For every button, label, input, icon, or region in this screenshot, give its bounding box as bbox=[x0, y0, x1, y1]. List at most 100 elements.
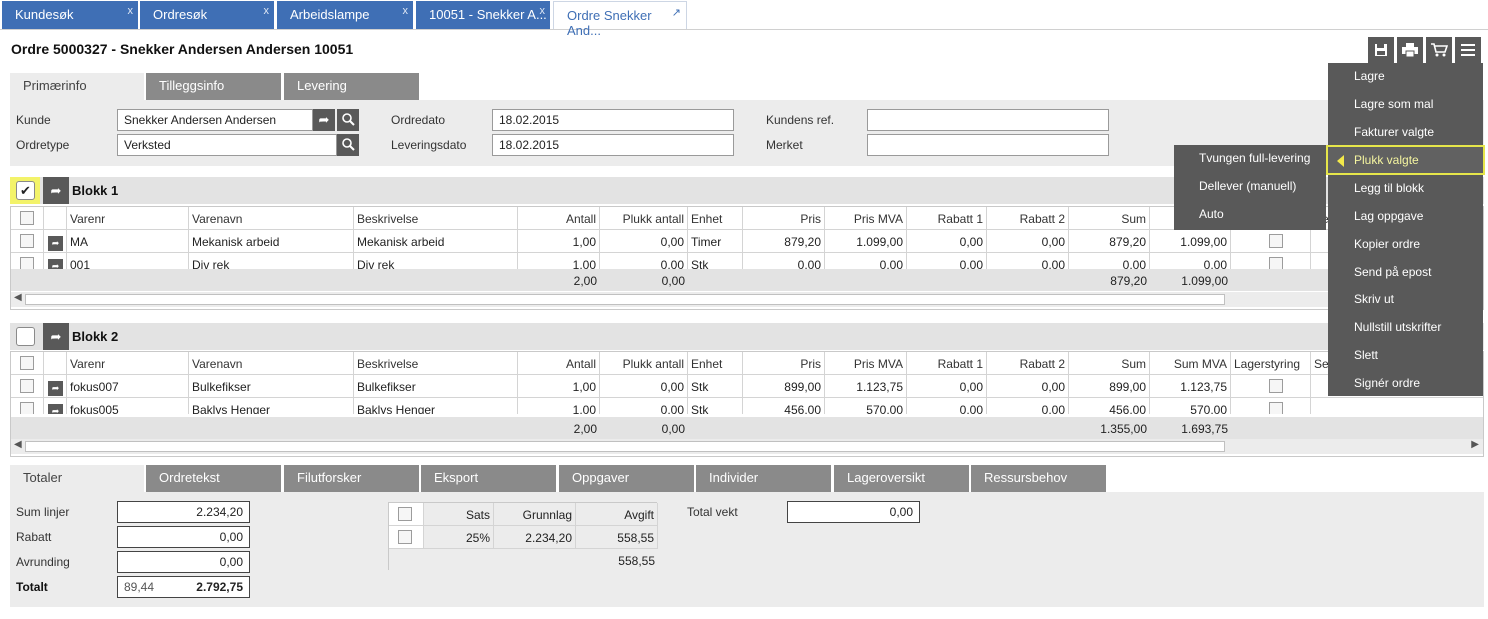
col-varenr[interactable]: Varenr bbox=[67, 207, 189, 230]
tab-primaerinfo[interactable]: Primærinfo bbox=[10, 73, 144, 101]
search-icon[interactable] bbox=[337, 109, 359, 131]
row-checkbox[interactable] bbox=[389, 526, 424, 549]
menu-item-legg-til-blokk[interactable]: Legg til blokk bbox=[1354, 181, 1425, 195]
cell-rabatt2[interactable]: 0,00 bbox=[987, 398, 1069, 414]
col-pris[interactable]: Pris bbox=[743, 207, 825, 230]
tab-lageroversikt[interactable]: Lageroversikt bbox=[834, 465, 969, 492]
lagerstyring-checkbox[interactable] bbox=[1231, 375, 1311, 398]
horizontal-scrollbar[interactable]: ◀ ▶ bbox=[11, 439, 1483, 454]
blokk1-checkbox[interactable]: ✔ bbox=[16, 181, 35, 200]
lagerstyring-checkbox[interactable] bbox=[1231, 398, 1311, 414]
col-enhet[interactable]: Enhet bbox=[688, 352, 743, 375]
col-rabatt2[interactable]: Rabatt 2 bbox=[987, 207, 1069, 230]
cell-varenr[interactable]: fokus005 bbox=[67, 398, 189, 414]
cell-beskrivelse[interactable]: Div rek bbox=[354, 253, 518, 269]
cell-antall[interactable]: 1,00 bbox=[518, 230, 600, 253]
menu-item-nullstill-utskrifter[interactable]: Nullstill utskrifter bbox=[1354, 320, 1442, 334]
select-all-checkbox[interactable] bbox=[11, 352, 44, 375]
move-arrow-icon[interactable]: ➦ bbox=[44, 230, 67, 253]
cell-plukk-antall[interactable]: 0,00 bbox=[600, 398, 688, 414]
col-rabatt1[interactable]: Rabatt 1 bbox=[907, 352, 987, 375]
cell-plukk-antall[interactable]: 0,00 bbox=[600, 253, 688, 269]
tab-kundesok[interactable]: Kundesøk x bbox=[2, 1, 138, 29]
cell-plukk-antall[interactable]: 0,00 bbox=[600, 375, 688, 398]
menu-item-lagre-som-mal[interactable]: Lagre som mal bbox=[1354, 97, 1434, 111]
tab-ordretekst[interactable]: Ordretekst bbox=[146, 465, 281, 492]
col-sum-mva[interactable]: Sum MVA bbox=[1150, 352, 1231, 375]
move-arrow-icon[interactable]: ➦ bbox=[43, 177, 69, 204]
col-plukk-antall[interactable]: Plukk antall bbox=[600, 352, 688, 375]
col-varenavn[interactable]: Varenavn bbox=[189, 352, 354, 375]
cell-pris[interactable]: 0,00 bbox=[743, 253, 825, 269]
col-sum[interactable]: Sum bbox=[1069, 352, 1150, 375]
cell-varenr[interactable]: MA bbox=[67, 230, 189, 253]
table-row[interactable]: ➦ 001 Div rek Div rek 1,00 0,00 Stk 0,00… bbox=[11, 253, 1483, 269]
cell-enhet[interactable]: Stk bbox=[688, 375, 743, 398]
cell-rabatt2[interactable]: 0,00 bbox=[987, 253, 1069, 269]
menu-item-skriv-ut[interactable]: Skriv ut bbox=[1354, 292, 1395, 306]
col-lagerstyring[interactable]: Lagerstyring bbox=[1231, 352, 1311, 375]
cell-rabatt2[interactable]: 0,00 bbox=[987, 230, 1069, 253]
move-arrow-icon[interactable]: ➦ bbox=[44, 253, 67, 269]
cell-pris-mva[interactable]: 1.123,75 bbox=[825, 375, 907, 398]
scroll-right-icon[interactable]: ▶ bbox=[1471, 439, 1479, 450]
tab-tilleggsinfo[interactable]: Tilleggsinfo bbox=[146, 73, 281, 100]
col-rabatt2[interactable]: Rabatt 2 bbox=[987, 352, 1069, 375]
col-varenavn[interactable]: Varenavn bbox=[189, 207, 354, 230]
table-row[interactable]: ➦ fokus005 Baklys Henger Baklys Henger 1… bbox=[11, 398, 1483, 414]
tab-eksport[interactable]: Eksport bbox=[421, 465, 556, 492]
rabatt-field[interactable]: 0,00 bbox=[117, 526, 250, 548]
menu-icon[interactable] bbox=[1455, 37, 1481, 63]
cell-varenavn[interactable]: Div rek bbox=[189, 253, 354, 269]
col-beskrivelse[interactable]: Beskrivelse bbox=[354, 352, 518, 375]
cell-beskrivelse[interactable]: Bulkefikser bbox=[354, 375, 518, 398]
table-row[interactable]: ➦ MA Mekanisk arbeid Mekanisk arbeid 1,0… bbox=[11, 230, 1483, 253]
submenu-item-dellever-manuell[interactable]: Dellever (manuell) bbox=[1199, 179, 1297, 193]
move-arrow-icon[interactable]: ➦ bbox=[44, 398, 67, 414]
close-icon[interactable]: x bbox=[402, 5, 409, 17]
tab-arbeidslampe[interactable]: Arbeidslampe x bbox=[277, 1, 413, 29]
move-arrow-icon[interactable]: ➦ bbox=[43, 323, 69, 350]
ordredato-field[interactable]: 18.02.2015 bbox=[492, 109, 734, 131]
row-checkbox[interactable] bbox=[11, 230, 44, 253]
cart-icon[interactable] bbox=[1426, 37, 1452, 63]
cell-pris[interactable]: 899,00 bbox=[743, 375, 825, 398]
table-row[interactable]: ➦ fokus007 Bulkefikser Bulkefikser 1,00 … bbox=[11, 375, 1483, 398]
col-plukk-antall[interactable]: Plukk antall bbox=[600, 207, 688, 230]
submenu-item-auto[interactable]: Auto bbox=[1199, 207, 1224, 221]
kundens-ref-field[interactable] bbox=[867, 109, 1109, 131]
menu-item-slett[interactable]: Slett bbox=[1354, 348, 1379, 362]
col-pris-mva[interactable]: Pris MVA bbox=[825, 207, 907, 230]
tab-oppgaver[interactable]: Oppgaver bbox=[559, 465, 694, 492]
col-enhet[interactable]: Enhet bbox=[688, 207, 743, 230]
cell-enhet[interactable]: Timer bbox=[688, 230, 743, 253]
col-sum[interactable]: Sum bbox=[1069, 207, 1150, 230]
goto-arrow-icon[interactable]: ➦ bbox=[313, 109, 335, 131]
scroll-left-icon[interactable]: ◀ bbox=[14, 292, 22, 303]
tab-ordresok[interactable]: Ordresøk x bbox=[140, 1, 274, 29]
lagerstyring-checkbox[interactable] bbox=[1231, 253, 1311, 269]
leveringsdato-field[interactable]: 18.02.2015 bbox=[492, 134, 734, 156]
print-icon[interactable] bbox=[1397, 37, 1423, 63]
row-checkbox[interactable] bbox=[11, 398, 44, 414]
cell-plukk-antall[interactable]: 0,00 bbox=[600, 230, 688, 253]
mva-select-all[interactable] bbox=[389, 503, 424, 526]
cell-rabatt2[interactable]: 0,00 bbox=[987, 375, 1069, 398]
cell-enhet[interactable]: Stk bbox=[688, 253, 743, 269]
menu-item-plukk-valgte[interactable]: Plukk valgte bbox=[1328, 147, 1483, 175]
cell-beskrivelse[interactable]: Mekanisk arbeid bbox=[354, 230, 518, 253]
cell-pris[interactable]: 879,20 bbox=[743, 230, 825, 253]
col-antall[interactable]: Antall bbox=[518, 352, 600, 375]
close-icon[interactable]: x bbox=[263, 5, 270, 17]
tab-ordre-active[interactable]: Ordre Snekker And... ↗ bbox=[553, 1, 687, 38]
cell-varenr[interactable]: fokus007 bbox=[67, 375, 189, 398]
lagerstyring-checkbox[interactable] bbox=[1231, 230, 1311, 253]
cell-antall[interactable]: 1,00 bbox=[518, 253, 600, 269]
cell-enhet[interactable]: Stk bbox=[688, 398, 743, 414]
popout-icon[interactable]: ↗ bbox=[671, 7, 681, 19]
search-icon[interactable] bbox=[337, 134, 359, 156]
cell-pris-mva[interactable]: 0,00 bbox=[825, 253, 907, 269]
cell-varenavn[interactable]: Baklys Henger bbox=[189, 398, 354, 414]
kunde-field[interactable]: Snekker Andersen Andersen bbox=[117, 109, 313, 131]
cell-varenavn[interactable]: Mekanisk arbeid bbox=[189, 230, 354, 253]
